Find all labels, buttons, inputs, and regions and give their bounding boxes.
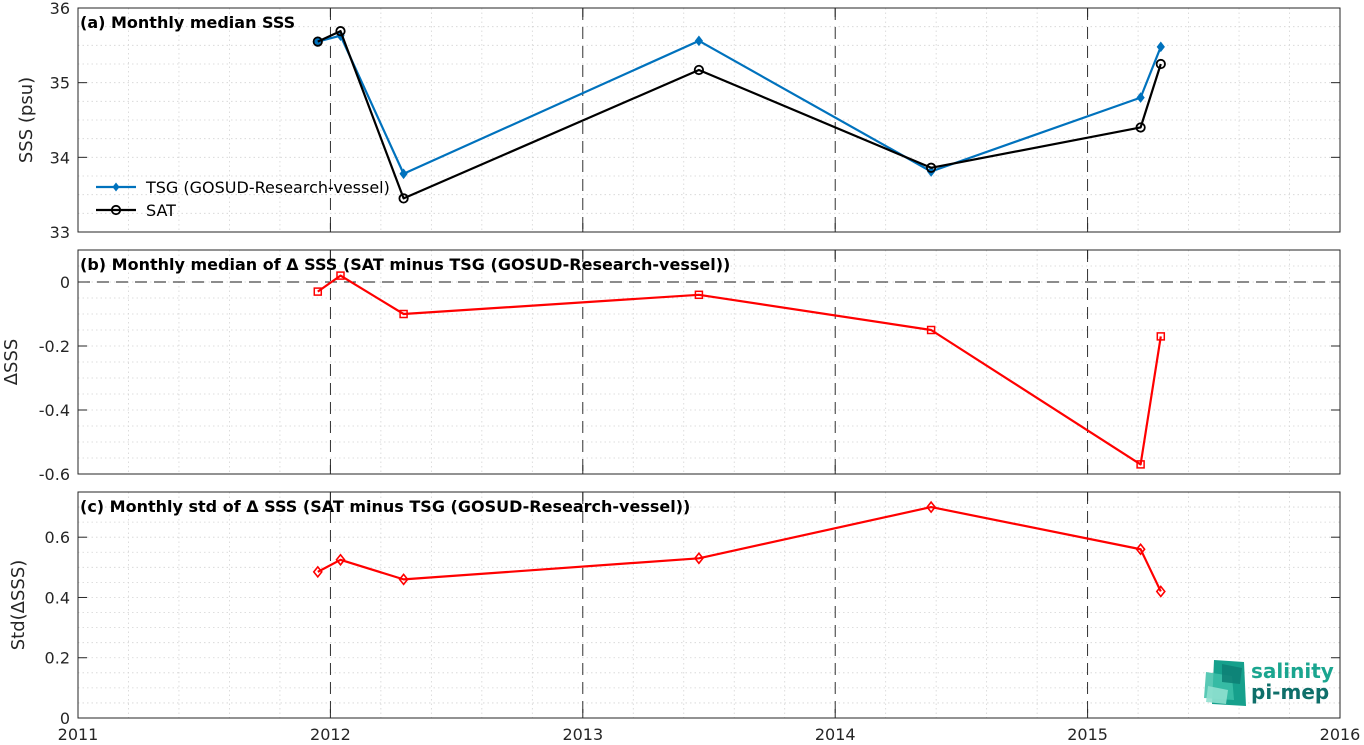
data-point	[398, 193, 409, 204]
panel-c: 0 0.2 0.4 0.6 2011 2012 2013 2014 2015 2016 Std(ΔS…	[8, 491, 1361, 744]
y-tick-label: 0	[60, 709, 70, 728]
x-tick-label: 2014	[815, 725, 856, 744]
panel-a: 33 34 35 36 SSS (psu) (a) Monthly median SSS T…	[16, 0, 1341, 242]
data-point	[694, 35, 704, 47]
y-tick-label: 34	[50, 148, 70, 167]
y-tick-label: 35	[50, 74, 70, 93]
y-tick-label: 0.6	[45, 528, 70, 547]
y-tick-label: 33	[50, 223, 70, 242]
data-point	[926, 162, 937, 173]
data-point	[926, 325, 936, 335]
series-delta	[313, 271, 1166, 469]
legend: TSG (GOSUD-Research-vessel) SAT	[96, 178, 390, 220]
axes-box	[77, 7, 1341, 233]
data-point	[693, 64, 705, 76]
data-point	[398, 573, 409, 586]
series-line	[317, 274, 1162, 466]
data-point	[312, 565, 323, 579]
data-point	[1136, 92, 1145, 103]
series-sat	[312, 26, 1166, 204]
data-point	[1156, 332, 1166, 341]
x-tick-label: 2011	[58, 725, 99, 744]
data-point	[694, 290, 704, 300]
data-point	[1156, 41, 1165, 53]
data-point	[399, 168, 408, 180]
x-tick-label: 2016	[1320, 725, 1361, 744]
data-point	[1135, 122, 1146, 133]
legend-marker	[112, 182, 120, 192]
data-point	[1155, 585, 1166, 598]
y-axis-label: ΔSSS	[1, 339, 22, 386]
y-axis-label: Std(ΔSSS)	[8, 560, 29, 651]
legend-label: TSG (GOSUD-Research-vessel)	[145, 178, 390, 197]
panel-b: -0.6 -0.4 -0.2 0 ΔSSS (b) Monthly median of Δ…	[1, 249, 1341, 484]
logo-line1: salinity	[1251, 659, 1334, 683]
panel-title: (c) Monthly std of Δ SSS (SAT minus TSG …	[80, 497, 690, 516]
plot-area	[78, 492, 1340, 718]
data-point	[313, 287, 323, 296]
panel-title: (b) Monthly median of Δ SSS (SAT minus T…	[80, 255, 730, 274]
y-tick-label: -0.2	[39, 337, 70, 356]
grid	[78, 492, 1340, 718]
data-point	[693, 552, 704, 565]
data-point	[336, 271, 345, 280]
y-tick-label: 0	[60, 273, 70, 292]
y-axis-label: SSS (psu)	[16, 77, 37, 163]
data-point	[926, 500, 937, 514]
y-tick-label: -0.4	[39, 401, 70, 420]
series-line	[317, 30, 1162, 200]
y-tick-label: 0.4	[45, 588, 70, 607]
y-tick-label: 36	[50, 0, 70, 18]
logo-line2: pi-mep	[1251, 680, 1329, 704]
data-point	[335, 26, 346, 37]
x-tick-label: 2015	[1067, 725, 1108, 744]
x-tick-label: 2013	[562, 725, 603, 744]
data-point	[1155, 58, 1166, 70]
data-point	[399, 309, 408, 319]
data-point	[335, 553, 346, 567]
y-tick-label: -0.6	[39, 465, 70, 484]
y-tick-label: 0.2	[45, 649, 70, 668]
legend-label: SAT	[146, 201, 176, 220]
data-point	[312, 36, 323, 47]
data-point	[1136, 460, 1145, 469]
series-delta	[312, 500, 1166, 598]
axes-box	[77, 249, 1341, 475]
salinity-pimep-logo: salinity pi-mep	[1204, 659, 1334, 706]
panel-title: (a) Monthly median SSS	[80, 13, 295, 32]
series-line	[317, 505, 1162, 592]
legend-marker	[110, 204, 122, 216]
axes-box	[77, 491, 1341, 719]
x-tick-label: 2012	[310, 725, 351, 744]
data-point	[1135, 542, 1146, 556]
